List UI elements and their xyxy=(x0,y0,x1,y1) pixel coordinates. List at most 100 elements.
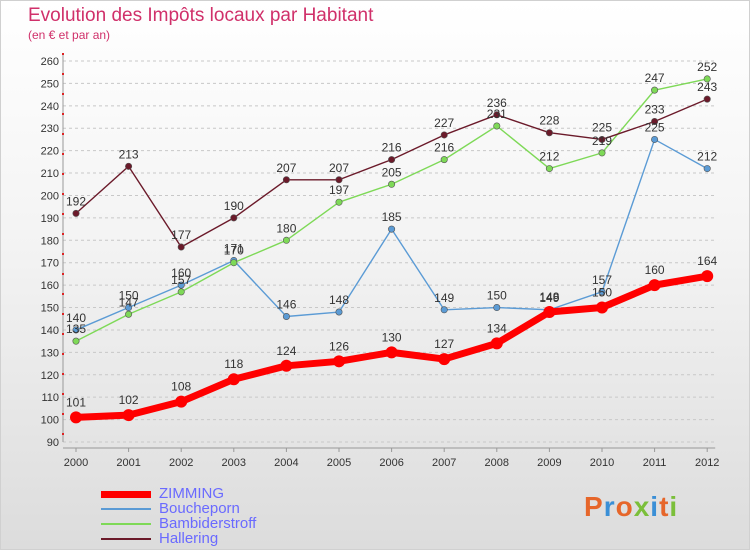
data-point xyxy=(545,129,553,137)
legend-label: Hallering xyxy=(159,530,219,547)
data-label: 118 xyxy=(224,357,243,371)
x-tick-label: 2000 xyxy=(64,457,88,469)
data-point xyxy=(490,337,503,350)
data-label: 213 xyxy=(119,147,139,161)
data-label: 177 xyxy=(171,228,191,242)
data-point xyxy=(440,156,448,164)
x-tick-label: 2004 xyxy=(274,457,298,469)
legend-swatch xyxy=(101,508,151,510)
data-label: 150 xyxy=(592,286,612,300)
data-label: 207 xyxy=(329,161,349,175)
data-label: 149 xyxy=(434,291,454,305)
y-tick-label: 120 xyxy=(41,370,59,382)
y-tick-label: 210 xyxy=(41,168,59,180)
data-point xyxy=(335,198,343,206)
data-label: 102 xyxy=(119,393,139,407)
y-tick-label: 240 xyxy=(41,101,59,113)
y-tick-label: 230 xyxy=(41,123,59,135)
data-point xyxy=(72,337,80,345)
data-point xyxy=(227,373,240,386)
chart-subtitle: (en € et par an) xyxy=(28,28,111,42)
data-point xyxy=(701,270,714,283)
data-point xyxy=(440,306,448,314)
x-tick-label: 2005 xyxy=(327,457,351,469)
data-point xyxy=(72,209,80,217)
data-label: 180 xyxy=(276,221,296,235)
y-tick-label: 180 xyxy=(41,235,59,247)
data-point xyxy=(703,165,711,173)
data-point xyxy=(493,111,501,119)
legend-swatch xyxy=(101,490,151,498)
data-label: 185 xyxy=(382,210,402,224)
data-label: 146 xyxy=(276,297,296,311)
data-label: 197 xyxy=(329,183,349,197)
data-point xyxy=(385,346,398,359)
data-label: 124 xyxy=(276,344,296,358)
y-tick-label: 200 xyxy=(41,190,59,202)
data-point xyxy=(282,176,290,184)
data-label: 225 xyxy=(645,120,665,134)
logo-letter: t xyxy=(659,491,670,522)
data-point xyxy=(333,355,345,368)
data-label: 227 xyxy=(434,116,454,130)
legend-swatch xyxy=(101,538,151,540)
proxiti-logo: Proxiti xyxy=(584,491,678,523)
data-point xyxy=(280,359,293,372)
data-label: 157 xyxy=(592,273,612,287)
logo-letter: o xyxy=(615,491,634,522)
logo-letter: i xyxy=(650,491,660,522)
logo-letter: r xyxy=(603,491,616,522)
data-label: 148 xyxy=(329,293,349,307)
data-point xyxy=(177,243,185,251)
data-label: 252 xyxy=(697,60,717,74)
grid-lines xyxy=(63,60,716,443)
data-point xyxy=(651,86,659,94)
x-tick-label: 2003 xyxy=(222,457,246,469)
data-label: 192 xyxy=(66,194,86,208)
data-label: 164 xyxy=(697,254,717,268)
data-point xyxy=(388,180,396,188)
x-tick-label: 2008 xyxy=(485,457,509,469)
data-point xyxy=(122,409,135,422)
data-label: 130 xyxy=(382,330,402,344)
legend-item: ZIMMING xyxy=(101,486,224,501)
data-point xyxy=(493,122,501,130)
data-point xyxy=(543,306,556,319)
y-tick-label: 90 xyxy=(47,437,59,449)
data-label: 247 xyxy=(645,71,665,85)
legend-label: Bambiderstroff xyxy=(159,515,257,532)
data-point xyxy=(545,165,553,173)
y-tick-label: 250 xyxy=(41,78,59,90)
data-label: 190 xyxy=(224,199,244,213)
data-point xyxy=(230,259,238,267)
data-point xyxy=(282,312,290,320)
data-label: 231 xyxy=(487,107,507,121)
data-label: 216 xyxy=(382,141,402,155)
data-point xyxy=(230,214,238,222)
data-point xyxy=(125,310,133,318)
y-tick-label: 150 xyxy=(41,303,59,315)
data-label: 147 xyxy=(119,295,139,309)
x-tick-label: 2009 xyxy=(537,457,561,469)
data-point xyxy=(598,149,606,157)
data-point xyxy=(648,279,661,292)
data-label: 216 xyxy=(434,141,454,155)
data-label: 126 xyxy=(329,339,349,353)
data-point xyxy=(70,411,82,424)
data-point xyxy=(177,281,185,289)
data-point xyxy=(335,176,343,184)
data-point xyxy=(125,162,133,170)
data-label: 212 xyxy=(697,150,717,164)
data-label: 205 xyxy=(382,165,402,179)
legend-item: Hallering xyxy=(101,530,219,547)
data-label: 228 xyxy=(539,114,559,128)
data-label: 219 xyxy=(592,134,612,148)
data-label: 127 xyxy=(434,337,454,351)
data-label: 170 xyxy=(224,244,244,258)
legend-label: Boucheporn xyxy=(159,500,240,517)
data-point xyxy=(703,95,711,103)
y-tick-label: 190 xyxy=(41,213,59,225)
data-label: 160 xyxy=(645,263,665,277)
